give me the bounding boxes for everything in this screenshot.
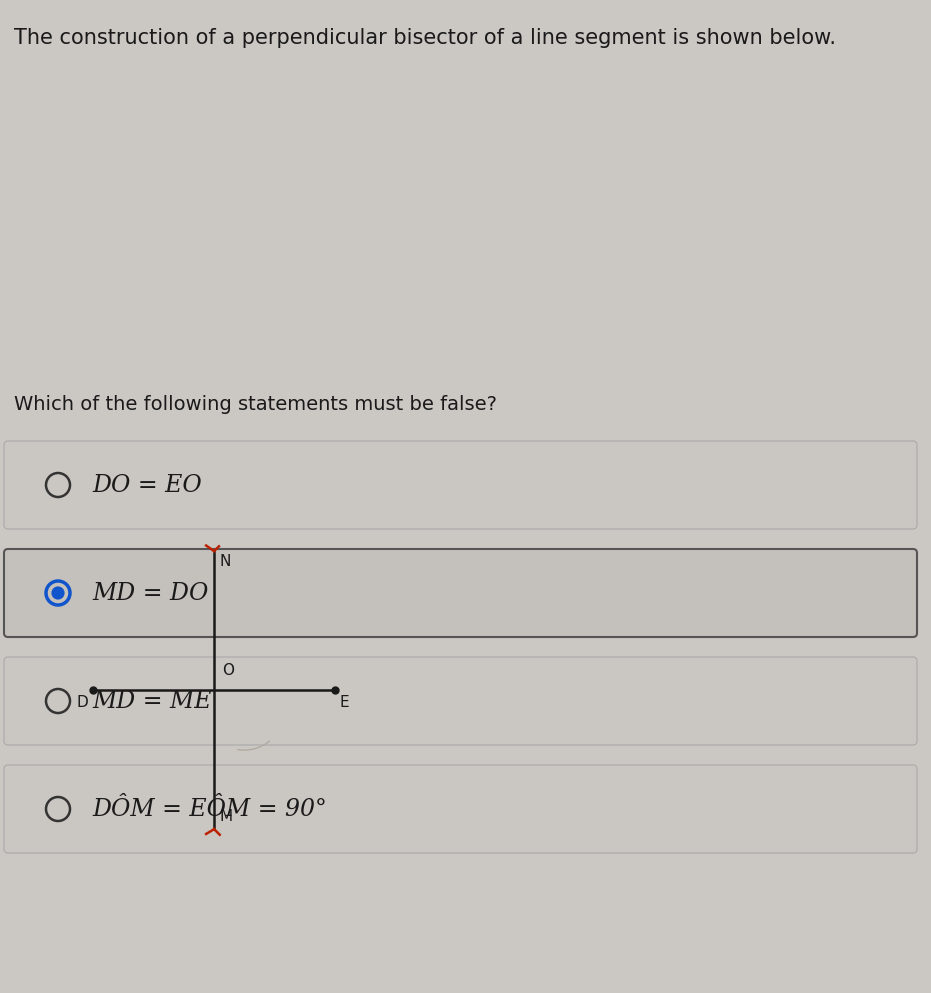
FancyBboxPatch shape [4,765,917,853]
FancyBboxPatch shape [4,657,917,745]
Text: N: N [219,554,231,569]
FancyBboxPatch shape [4,441,917,529]
Text: DO = EO: DO = EO [92,474,202,496]
Text: MD = ME: MD = ME [92,689,211,713]
Text: E: E [339,695,349,710]
Text: O: O [223,663,234,678]
Text: M: M [219,809,232,824]
Text: D: D [76,695,88,710]
Text: Which of the following statements must be false?: Which of the following statements must b… [14,395,497,414]
Text: The construction of a perpendicular bisector of a line segment is shown below.: The construction of a perpendicular bise… [14,28,836,48]
Text: MD = DO: MD = DO [92,582,209,605]
FancyBboxPatch shape [4,549,917,637]
Text: DÔM = EÔM = 90°: DÔM = EÔM = 90° [92,797,327,820]
Circle shape [51,587,64,600]
